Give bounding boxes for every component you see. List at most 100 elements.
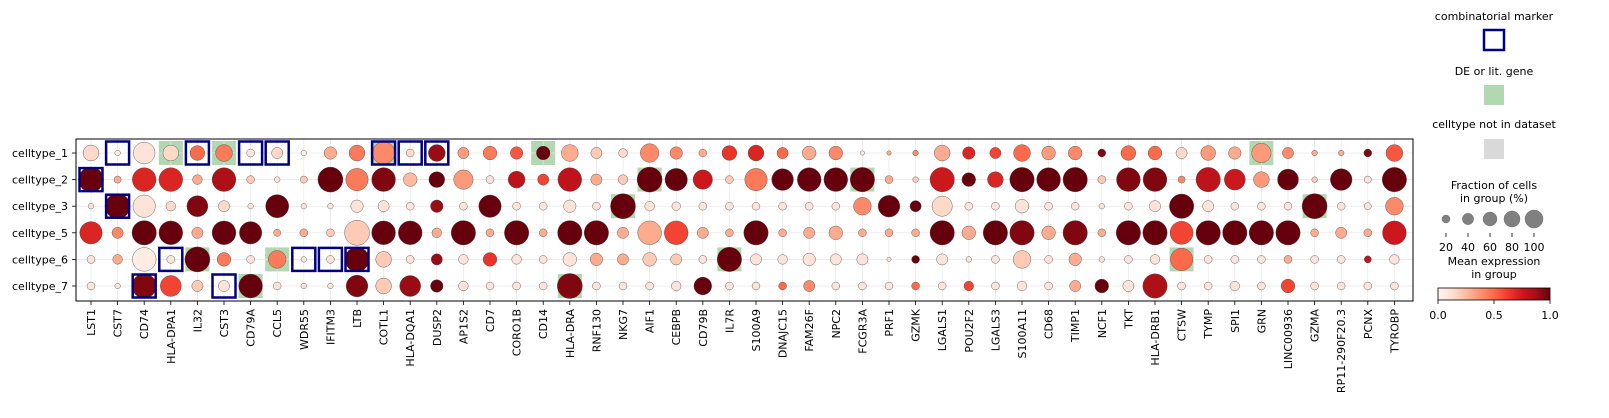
dot-celltype_6-LGALS1	[936, 253, 948, 266]
dot-celltype_1-HLA-DRA	[561, 144, 579, 162]
dot-celltype_7-PRF1	[884, 281, 894, 291]
dot-celltype_3-GZMA	[1301, 193, 1328, 219]
x-tick-label: LGALS3	[989, 309, 1002, 351]
dot-celltype_7-NPC2	[831, 281, 840, 291]
dot-celltype_3-CD14	[539, 202, 548, 211]
x-tick-label: CD7	[484, 309, 497, 332]
dot-celltype_7-TYROBP	[1390, 281, 1399, 291]
x-tick-label: TIMP1	[1069, 309, 1082, 343]
dot-celltype_5-LGALS3	[983, 220, 1008, 246]
dot-celltype_1-CD14	[536, 145, 551, 161]
dot-celltype_1-IL7R	[721, 145, 738, 161]
size-legend-dot	[1503, 210, 1521, 228]
x-tick-label: FAM26F	[803, 309, 816, 352]
dot-celltype_3-POU2F2	[964, 202, 973, 211]
dot-celltype_1-AIF1	[640, 143, 660, 163]
dot-celltype_6-HLA-DRB1	[1149, 254, 1161, 265]
dot-celltype_6-HLA-DRA	[562, 252, 577, 267]
dot-celltype_7-POU2F2	[963, 280, 974, 292]
dot-celltype_3-S100A9	[751, 202, 761, 211]
x-tick-label: GZMK	[910, 308, 923, 342]
dot-celltype_2-CORO1B	[508, 171, 526, 189]
dot-celltype_5-GZMK	[911, 228, 920, 237]
x-tick-label: COTL1	[378, 309, 391, 345]
x-tick-label: DNAJC15	[777, 309, 790, 358]
size-legend-label: 100	[1524, 241, 1545, 254]
dot-celltype_2-LGALS1	[929, 167, 955, 192]
dot-celltype_6-GZMK	[911, 255, 920, 264]
dot-celltype_3-CTSW	[1169, 193, 1194, 219]
dot-celltype_2-CCL5	[274, 176, 281, 183]
dot-celltype_5-TKT	[1116, 220, 1141, 246]
dot-celltype_3-RNF130	[592, 202, 601, 211]
dot-celltype_6-IL7R	[717, 247, 742, 272]
dot-celltype_1-COTL1	[372, 141, 395, 165]
dot-celltype_6-SPI1	[1230, 255, 1239, 264]
dot-celltype_5-HLA-DPA1	[158, 220, 183, 245]
dot-celltype_2-S100A11	[1009, 167, 1035, 192]
dot-celltype_2-DUSP2	[428, 171, 445, 188]
dot-celltype_1-CORO1B	[510, 146, 524, 160]
dot-celltype_7-CST7	[114, 283, 121, 290]
x-tick-label: AIF1	[644, 309, 657, 333]
y-tick-label: celltype_1	[12, 147, 68, 160]
dot-celltype_3-DNAJC15	[778, 202, 787, 211]
x-tick-label: S100A11	[1016, 309, 1029, 359]
dot-celltype_1-GRN	[1251, 143, 1272, 163]
dot-celltype_3-CST7	[104, 193, 131, 219]
dot-celltype_6-IFITM3	[326, 255, 335, 264]
combinatorial-marker-box	[344, 246, 370, 273]
dot-celltype_2-POU2F2	[961, 172, 976, 187]
combinatorial-marker-box	[184, 140, 211, 166]
dot-celltype_5-TYMP	[1195, 220, 1221, 246]
dot-celltype_6-CD79A	[246, 255, 255, 264]
dot-celltype_3-TYROBP	[1385, 197, 1404, 216]
x-tick-label: IFITM3	[324, 309, 337, 345]
combinatorial-marker-box	[397, 140, 423, 166]
dot-celltype_7-RP11-290F20.3	[1337, 281, 1346, 291]
dot-celltype_2-TIMP1	[1062, 167, 1088, 192]
dot-celltype_1-DNAJC15	[776, 147, 789, 159]
dot-celltype_3-HLA-DPA1	[165, 201, 176, 212]
combinatorial-marker-box	[264, 140, 290, 166]
dot-celltype_3-LINC00936	[1283, 202, 1293, 211]
dot-celltype_5-POU2F2	[961, 225, 976, 240]
dot-celltype_2-CD74	[132, 167, 157, 192]
dot-celltype_3-CST3	[218, 200, 230, 212]
dot-celltype_6-TIMP1	[1068, 252, 1082, 266]
dot-celltype_1-SPI1	[1228, 146, 1242, 160]
dot-celltype_7-LGALS1	[938, 281, 947, 291]
dot-celltype_6-RP11-290F20.3	[1337, 255, 1346, 264]
dot-celltype_5-CD68	[1041, 225, 1056, 240]
dot-celltype_1-CD7	[482, 145, 498, 161]
dot-celltype_2-LGALS3	[987, 171, 1004, 188]
x-tick-label: CD68	[1043, 309, 1056, 339]
legend-marker-title: combinatorial marker	[1435, 10, 1554, 23]
dot-celltype_1-NCF1	[1097, 148, 1106, 158]
dot-celltype_2-CD7	[485, 175, 495, 184]
x-tick-label: WDR55	[298, 309, 311, 350]
dot-celltype_1-FCGR3A	[860, 150, 865, 156]
x-tick-label: CD14	[537, 309, 550, 339]
dot-celltype_2-HLA-DRA	[557, 167, 582, 192]
dot-celltype_1-DUSP2	[428, 144, 446, 162]
combinatorial-marker-box	[78, 166, 104, 193]
dot-celltype_2-HLA-DPA1	[158, 167, 183, 192]
size-legend-label: 80	[1505, 241, 1519, 254]
dot-celltype_5-CST7	[111, 227, 124, 239]
dot-celltype_3-PRF1	[877, 195, 901, 218]
dot-celltype_5-CCL5	[273, 229, 281, 237]
dot-celltype_6-CD79B	[698, 255, 707, 264]
dot-celltype_7-CD14	[539, 281, 548, 291]
dot-celltype_5-PRF1	[884, 228, 894, 237]
dot-celltype_7-SPI1	[1229, 280, 1240, 292]
dot-celltype_1-LGALS1	[934, 144, 951, 162]
dot-celltype_1-LTB	[348, 144, 366, 162]
dot-celltype_2-FCGR3A	[850, 167, 875, 192]
dot-celltype_6-S100A11	[1012, 250, 1032, 269]
dot-celltype_7-GRN	[1257, 281, 1266, 291]
dot-celltype_6-GRN	[1257, 255, 1266, 264]
dot-celltype_7-HLA-DPA1	[160, 275, 182, 297]
combinatorial-marker-box	[424, 140, 450, 166]
dot-celltype_1-RNF130	[590, 147, 603, 159]
